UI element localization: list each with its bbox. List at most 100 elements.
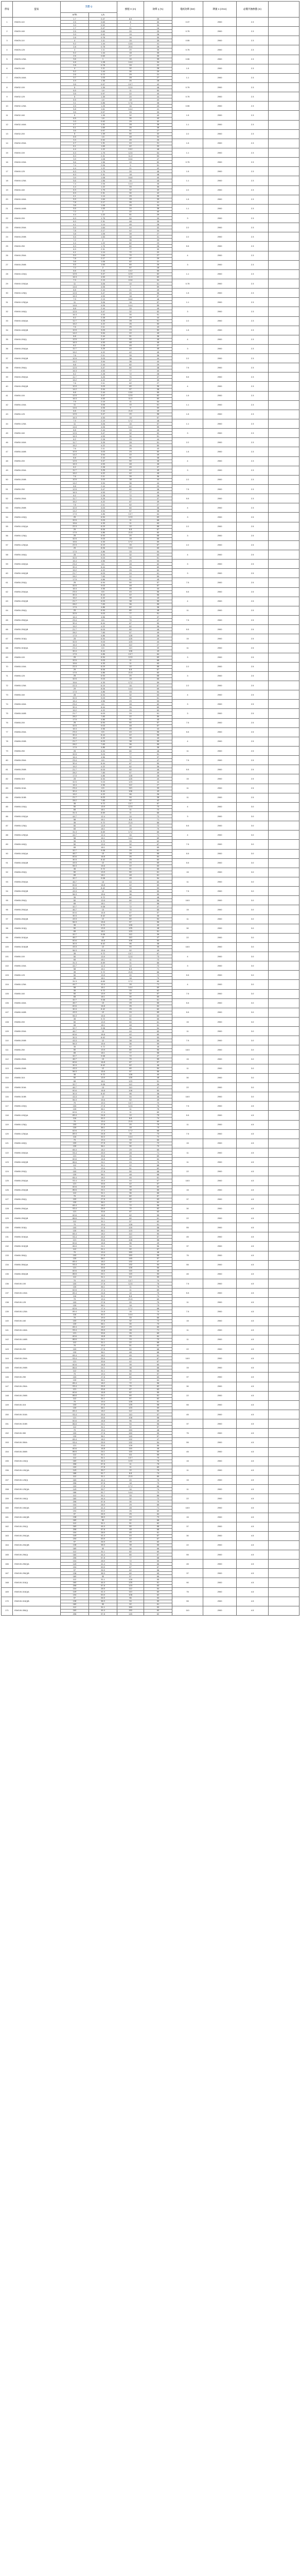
table-row: 137 ISW100-100A 62.6 17.4 11 69 5.5 2900 4.5 <box>1 1288 300 1298</box>
cell-motor-power: 7.5 <box>172 755 204 766</box>
table-row: 52 ISW50-250A 8.2 2.28 72 28 5.5 2900 2.3 <box>1 494 300 504</box>
cell-spacer <box>268 699 300 709</box>
cell-npsh: 2.3 <box>236 344 269 354</box>
cell-model: ISW65-250A <box>12 755 61 766</box>
cell-motor-power: 55 <box>172 1223 204 1233</box>
cell-no: 15 <box>1 147 13 158</box>
cell-speed: 2900 <box>203 363 237 373</box>
cell-npsh: 3.0 <box>236 839 269 850</box>
cell-spacer <box>268 1372 300 1382</box>
cell-npsh: 4.5 <box>236 1353 269 1364</box>
cell-model: ISW25-125A <box>12 54 61 64</box>
cell-npsh: 2.3 <box>236 288 269 298</box>
cell-no: 166 <box>1 1559 13 1569</box>
cell-model: ISW100-200B <box>12 1363 61 1373</box>
cell-motor-power: 7.5 <box>172 1101 204 1111</box>
cell-speed: 2900 <box>203 288 237 298</box>
cell-motor-power: 1.5 <box>172 166 204 177</box>
cell-spacer <box>268 503 300 513</box>
cell-npsh: 2.5 <box>236 708 269 719</box>
cell-spacer <box>268 839 300 850</box>
cell-model: ISW100-315(I)A <box>12 1587 61 1597</box>
cell-no: 28 <box>1 269 13 279</box>
cell-spacer <box>268 26 300 37</box>
cell-speed: 2900 <box>203 624 237 635</box>
cell-speed: 2900 <box>203 849 237 859</box>
cell-motor-power: 1.5 <box>172 447 204 457</box>
cell-speed: 2900 <box>203 1166 237 1177</box>
cell-model: ISW100-160A <box>12 1325 61 1335</box>
table-row: 60 ISW50-160(I)B 15.2 4.22 25 52 3 2900 2.5 <box>1 568 300 579</box>
cell-spacer <box>268 727 300 737</box>
cell-no: 171 <box>1 1605 13 1616</box>
cell-npsh: 3.0 <box>236 1007 269 1018</box>
cell-npsh: 4.5 <box>236 1288 269 1298</box>
cell-model: ISW80-100 <box>12 952 61 962</box>
cell-motor-power: 2.2 <box>172 185 204 195</box>
cell-spacer <box>268 120 300 130</box>
cell-no: 59 <box>1 559 13 569</box>
cell-model: ISW50-200A <box>12 465 61 476</box>
cell-npsh: 4.5 <box>236 1456 269 1466</box>
cell-npsh: 2.3 <box>236 400 269 410</box>
col-npsh: 必需汽蚀余量 (m) <box>236 1 269 18</box>
cell-flow-ls: 57.8 <box>88 1612 118 1616</box>
table-row: 129 ISW80-250(I)B 60.6 16.8 62 55 22 2900 4.5 <box>1 1213 300 1224</box>
cell-speed: 2900 <box>203 1026 237 1037</box>
cell-motor-power: 0.75 <box>172 82 204 93</box>
cell-npsh: 2.3 <box>236 241 269 251</box>
cell-spacer <box>268 288 300 298</box>
cell-speed: 2900 <box>203 157 237 167</box>
cell-speed: 2900 <box>203 765 237 775</box>
cell-npsh: 4.5 <box>236 1325 269 1335</box>
cell-motor-power: 5.5 <box>172 494 204 504</box>
cell-no: 136 <box>1 1278 13 1289</box>
cell-no: 72 <box>1 680 13 691</box>
table-row: 37 ISW40-200(I)B 7.6 2.11 39 36 2.2 2900 2.3 <box>1 353 300 364</box>
cell-motor-power: 15 <box>172 1185 204 1195</box>
cell-speed: 2900 <box>203 783 237 793</box>
cell-head: 145 <box>117 1612 145 1616</box>
cell-motor-power: 1.5 <box>172 409 204 420</box>
cell-speed: 2900 <box>203 1204 237 1214</box>
cell-npsh: 2.3 <box>236 138 269 148</box>
cell-no: 100 <box>1 942 13 953</box>
cell-npsh: 2.5 <box>236 512 269 522</box>
cell-model: ISW25-110 <box>12 36 61 46</box>
cell-spacer <box>268 419 300 429</box>
cell-npsh: 3.0 <box>236 858 269 868</box>
cell-model: ISW80-250(I) <box>12 1194 61 1205</box>
col-no: 序号 <box>1 1 13 18</box>
cell-speed: 2900 <box>203 1082 237 1093</box>
cell-motor-power: 1.1 <box>172 297 204 308</box>
cell-spacer <box>268 1288 300 1298</box>
cell-no: 50 <box>1 474 13 485</box>
cell-motor-power: 22 <box>172 933 204 943</box>
cell-motor-power: 4 <box>172 503 204 513</box>
cell-no: 73 <box>1 690 13 700</box>
cell-speed: 2900 <box>203 120 237 130</box>
cell-speed: 2900 <box>203 1092 237 1102</box>
cell-npsh: 2.5 <box>236 680 269 691</box>
cell-spacer <box>268 82 300 93</box>
cell-model: ISW80-250(I)A <box>12 1204 61 1214</box>
cell-model: ISW80-315(I)B <box>12 1241 61 1251</box>
cell-no: 155 <box>1 1456 13 1466</box>
cell-speed: 2900 <box>203 1344 237 1354</box>
cell-speed: 2900 <box>203 474 237 485</box>
cell-speed: 2900 <box>203 45 237 55</box>
cell-spacer <box>268 1007 300 1018</box>
cell-no: 108 <box>1 1017 13 1027</box>
cell-no: 13 <box>1 129 13 139</box>
cell-npsh: 3.0 <box>236 1045 269 1055</box>
cell-spacer <box>268 708 300 719</box>
cell-speed: 2900 <box>203 1540 237 1551</box>
cell-motor-power: 37 <box>172 1194 204 1205</box>
cell-npsh: 2.3 <box>236 223 269 233</box>
table-row: 7.4 2.06 14.4 46 <box>2 182 299 186</box>
cell-spacer <box>268 998 300 1008</box>
cell-model: ISW100-160(I)B <box>12 1512 61 1522</box>
cell-npsh: 2.3 <box>236 494 269 504</box>
cell-speed: 2900 <box>203 662 237 672</box>
cell-speed: 2900 <box>203 596 237 606</box>
